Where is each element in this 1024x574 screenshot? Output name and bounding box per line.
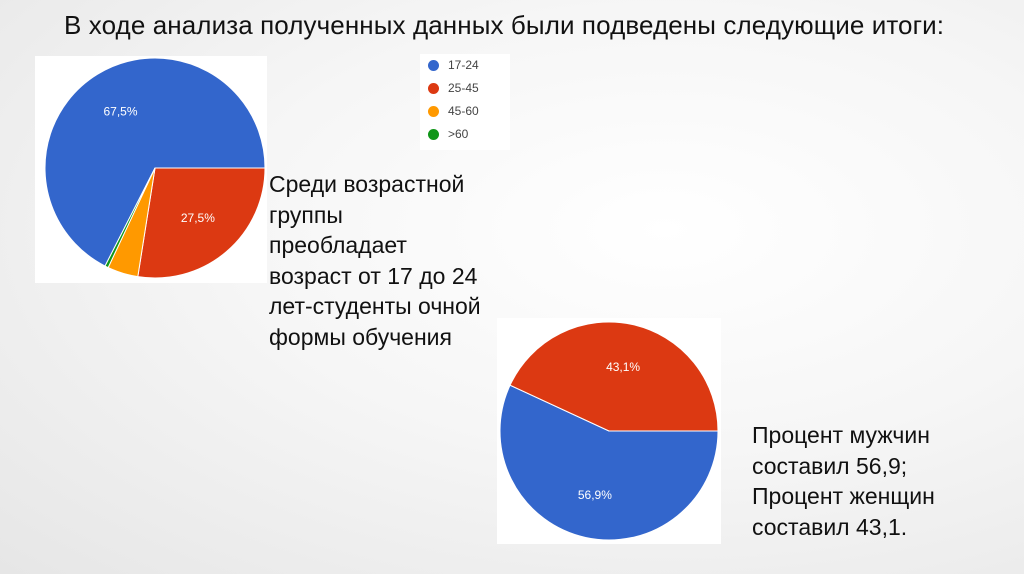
gender-summary-line: составил 43,1. <box>752 513 908 540</box>
legend-label-over-60: >60 <box>448 127 469 141</box>
legend-item-over-60: >60 <box>428 125 468 143</box>
age-pie-slice-label-0: 67,5% <box>103 105 137 119</box>
age-summary-line: формы обучения <box>269 323 452 350</box>
legend-marker-25-45 <box>428 82 439 94</box>
legend-marker-45-60 <box>428 105 439 117</box>
slide-title: В ходе анализа полученных данных были по… <box>64 10 945 40</box>
age-pie-chart: 67,5% 27,5% <box>44 57 266 279</box>
age-summary-text: Среди возрастной группы преобладает возр… <box>269 169 519 352</box>
legend-label-17-24: 17-24 <box>448 58 479 72</box>
gender-pie-slice-1 <box>509 321 719 432</box>
age-summary-line: преобладает <box>269 232 407 258</box>
gender-summary-text: Процент мужчин составил 56,9; Процент же… <box>752 420 992 542</box>
age-summary-line: группы <box>269 201 343 228</box>
gender-summary-line: Процент мужчин <box>752 422 930 448</box>
age-pie-slice-1 <box>137 167 266 279</box>
legend-item-25-45: 25-45 <box>428 79 479 97</box>
legend-item-45-60: 45-60 <box>428 102 479 120</box>
age-chart-panel: 67,5% 27,5% <box>35 56 267 283</box>
gender-pie-slice-label-0: 56,9% <box>578 488 612 502</box>
age-pie-slice-label-1: 27,5% <box>181 211 215 225</box>
gender-summary-line: Процент женщин <box>752 483 935 509</box>
legend-label-25-45: 25-45 <box>448 81 479 95</box>
gender-pie-chart: 56,9% 43,1% <box>499 321 719 541</box>
legend-label-45-60: 45-60 <box>448 104 479 118</box>
age-summary-line: Среди возрастной <box>269 171 465 197</box>
age-pie-slice-3 <box>104 167 156 269</box>
legend-marker-over-60 <box>428 128 439 140</box>
age-summary-line: лет-студенты очной <box>269 293 481 319</box>
gender-summary-line: составил 56,9; <box>752 452 908 479</box>
age-summary-line: возраст от 17 до 24 <box>269 262 478 289</box>
gender-pie-slice-label-1: 43,1% <box>606 360 640 374</box>
gender-pie-slice-0 <box>499 384 719 541</box>
legend-item-17-24: 17-24 <box>428 56 479 74</box>
gender-chart-panel: 56,9% 43,1% <box>497 318 721 544</box>
legend-marker-17-24 <box>428 59 439 71</box>
age-chart-legend: 17-24 25-45 45-60 >60 <box>420 54 510 150</box>
age-pie-slice-0 <box>44 57 266 267</box>
